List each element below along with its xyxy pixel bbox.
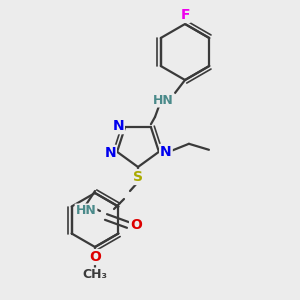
Text: F: F (180, 8, 190, 22)
Text: N: N (160, 145, 172, 159)
Text: N: N (104, 146, 116, 160)
Text: CH₃: CH₃ (82, 268, 107, 281)
Text: O: O (130, 218, 142, 232)
Text: S: S (133, 170, 143, 184)
Text: N: N (112, 119, 124, 133)
Text: HN: HN (153, 94, 173, 106)
Text: HN: HN (76, 205, 96, 218)
Text: O: O (89, 250, 101, 264)
